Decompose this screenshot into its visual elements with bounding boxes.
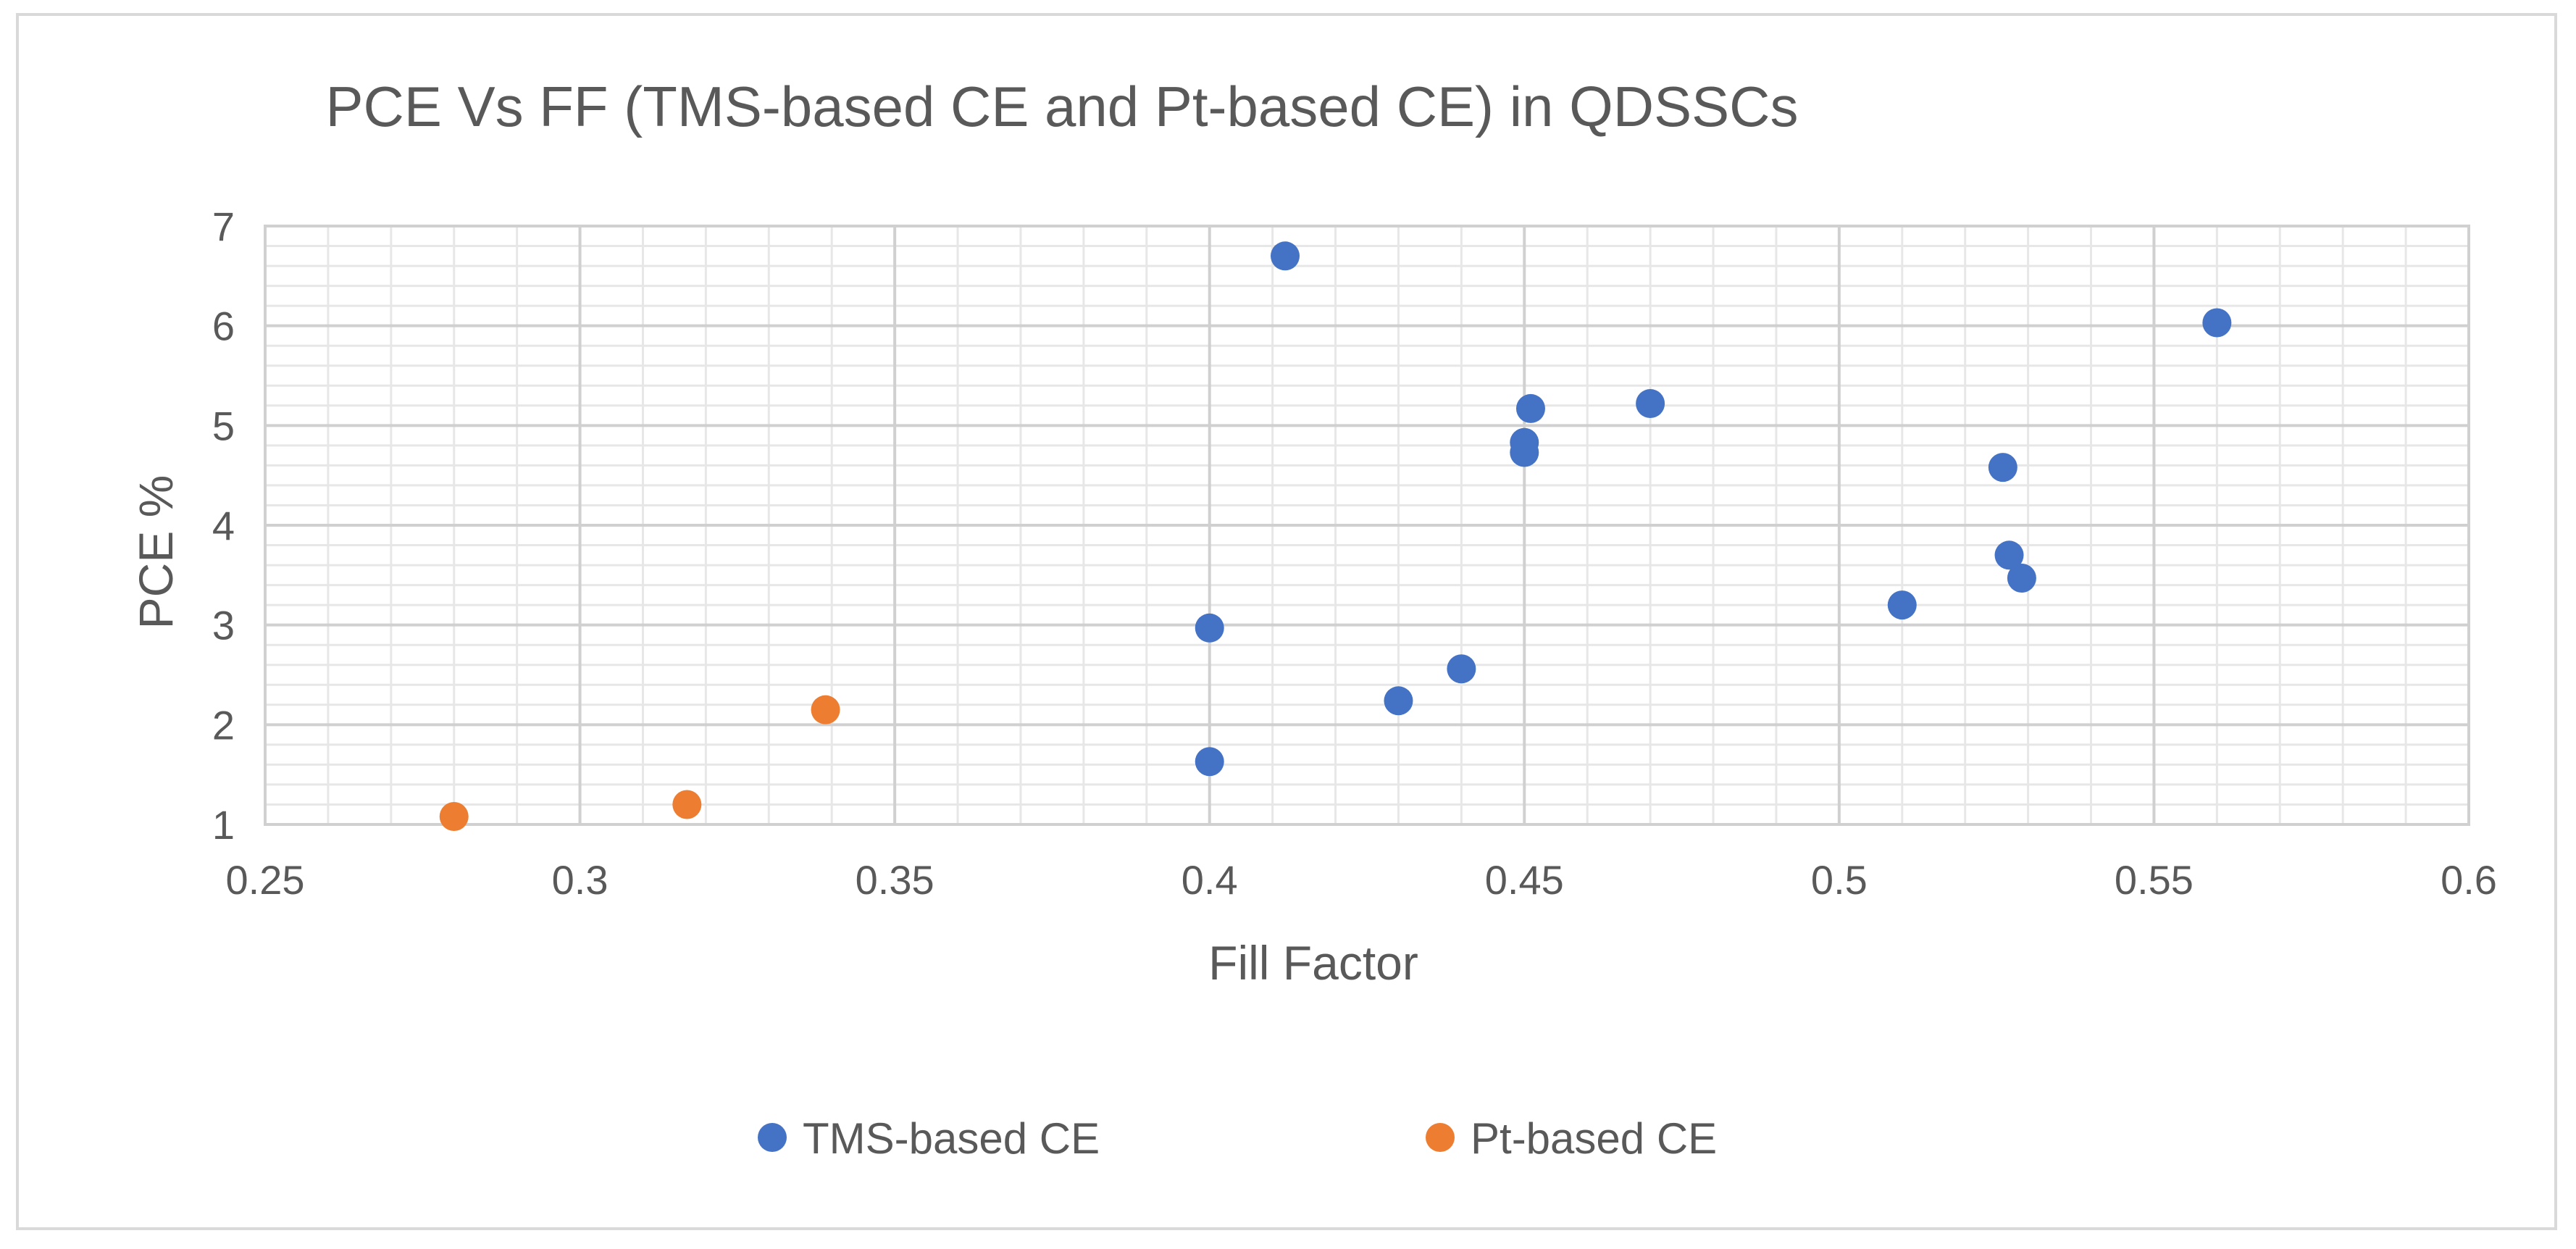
pt-data-point [811,695,840,724]
scatter-chart: 0.25 0.3 0.35 0.4 0.45 0.5 0.55 0.6 1 2 3 4 5 6 7 PCE… [129,75,2497,1163]
tms-data-point [1195,747,1224,777]
tms-data-point [1988,453,2017,483]
tms-data-point [1510,438,1539,467]
y-axis-ticks: 1 2 3 4 5 6 7 [212,204,235,848]
x-tick-label: 0.55 [2115,857,2194,903]
tms-data-point [1271,241,1300,271]
y-axis-label: PCE % [129,475,183,630]
pt-data-point [672,790,702,819]
y-tick-label: 6 [212,304,235,349]
x-axis-ticks: 0.25 0.3 0.35 0.4 0.45 0.5 0.55 0.6 [226,857,2497,903]
legend-label-pt: Pt-based CE [1471,1114,1717,1163]
tms-data-point [2007,563,2036,593]
legend: TMS-based CE Pt-based CE [758,1114,1717,1163]
y-tick-label: 5 [212,403,235,448]
x-tick-label: 0.4 [1182,857,1238,903]
y-tick-label: 2 [212,702,235,748]
x-tick-label: 0.35 [856,857,934,903]
tms-data-point [1994,540,2024,570]
x-axis-label: Fill Factor [1208,936,1418,990]
plot-border [264,225,2470,826]
chart-title: PCE Vs FF (TMS-based CE and Pt-based CE)… [326,75,1799,138]
legend-label-tms: TMS-based CE [803,1114,1100,1163]
tms-data-point [1636,389,1665,419]
plot-area [264,225,2470,826]
tms-data-point [1515,393,1545,423]
x-tick-label: 0.5 [1811,857,1868,903]
tms-data-point [1384,686,1413,716]
pt-data-point [439,801,469,831]
x-tick-label: 0.6 [2441,857,2497,903]
x-tick-label: 0.45 [1485,857,1564,903]
tms-data-point [2202,308,2232,338]
tms-data-point [1447,654,1476,684]
data-points [439,241,2232,831]
x-tick-label: 0.25 [226,857,305,903]
chart-frame: 0.25 0.3 0.35 0.4 0.45 0.5 0.55 0.6 1 2 3 4 5 6 7 PCE… [16,13,2557,1230]
y-tick-label: 7 [212,204,235,249]
x-tick-label: 0.3 [552,857,609,903]
y-tick-label: 4 [212,503,235,548]
legend-marker-pt [1426,1123,1455,1152]
legend-marker-tms [758,1123,787,1152]
y-tick-label: 1 [212,802,235,848]
y-tick-label: 3 [212,603,235,648]
tms-data-point [1195,613,1224,643]
major-gridlines [264,225,2470,826]
tms-data-point [1887,590,1917,620]
